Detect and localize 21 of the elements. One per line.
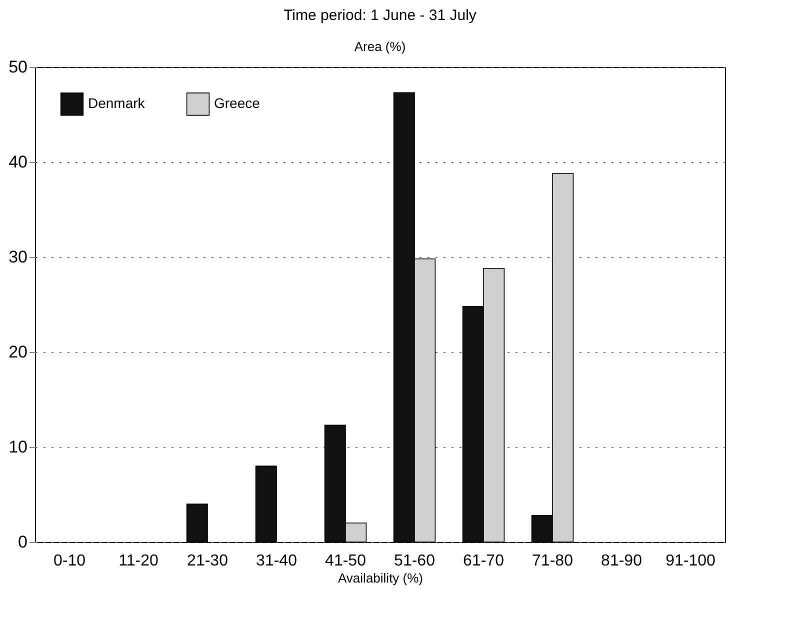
x-tick-label: 61-70 bbox=[463, 552, 504, 570]
x-tick-label: 81-90 bbox=[601, 552, 642, 570]
x-tick-label: 0-10 bbox=[53, 552, 86, 570]
x-tick-label: 91-100 bbox=[666, 552, 716, 570]
x-tick-label: 71-80 bbox=[532, 552, 574, 570]
x-tick-label: 41-50 bbox=[325, 552, 366, 570]
y-tick-label: 50 bbox=[8, 58, 28, 76]
x-tick-label: 51-60 bbox=[394, 552, 436, 570]
chart-title: Time period: 1 June - 31 July bbox=[284, 7, 477, 24]
x-tick-label: 31-40 bbox=[256, 552, 298, 570]
y-tick-label: 40 bbox=[8, 152, 28, 172]
x-tick-label: 21-30 bbox=[187, 552, 228, 570]
y-tick-label: 30 bbox=[8, 248, 28, 266]
legend-label: Greece bbox=[214, 95, 260, 112]
y-tick-label: 0 bbox=[18, 532, 28, 552]
x-tick-label: 11-20 bbox=[118, 552, 158, 570]
y-tick-label: 20 bbox=[8, 342, 28, 362]
x-axis-title: Availability (%) bbox=[338, 570, 424, 586]
y-axis-title: Area (%) bbox=[354, 39, 406, 54]
y-tick-label: 10 bbox=[8, 438, 28, 456]
legend-label: Denmark bbox=[88, 95, 146, 112]
